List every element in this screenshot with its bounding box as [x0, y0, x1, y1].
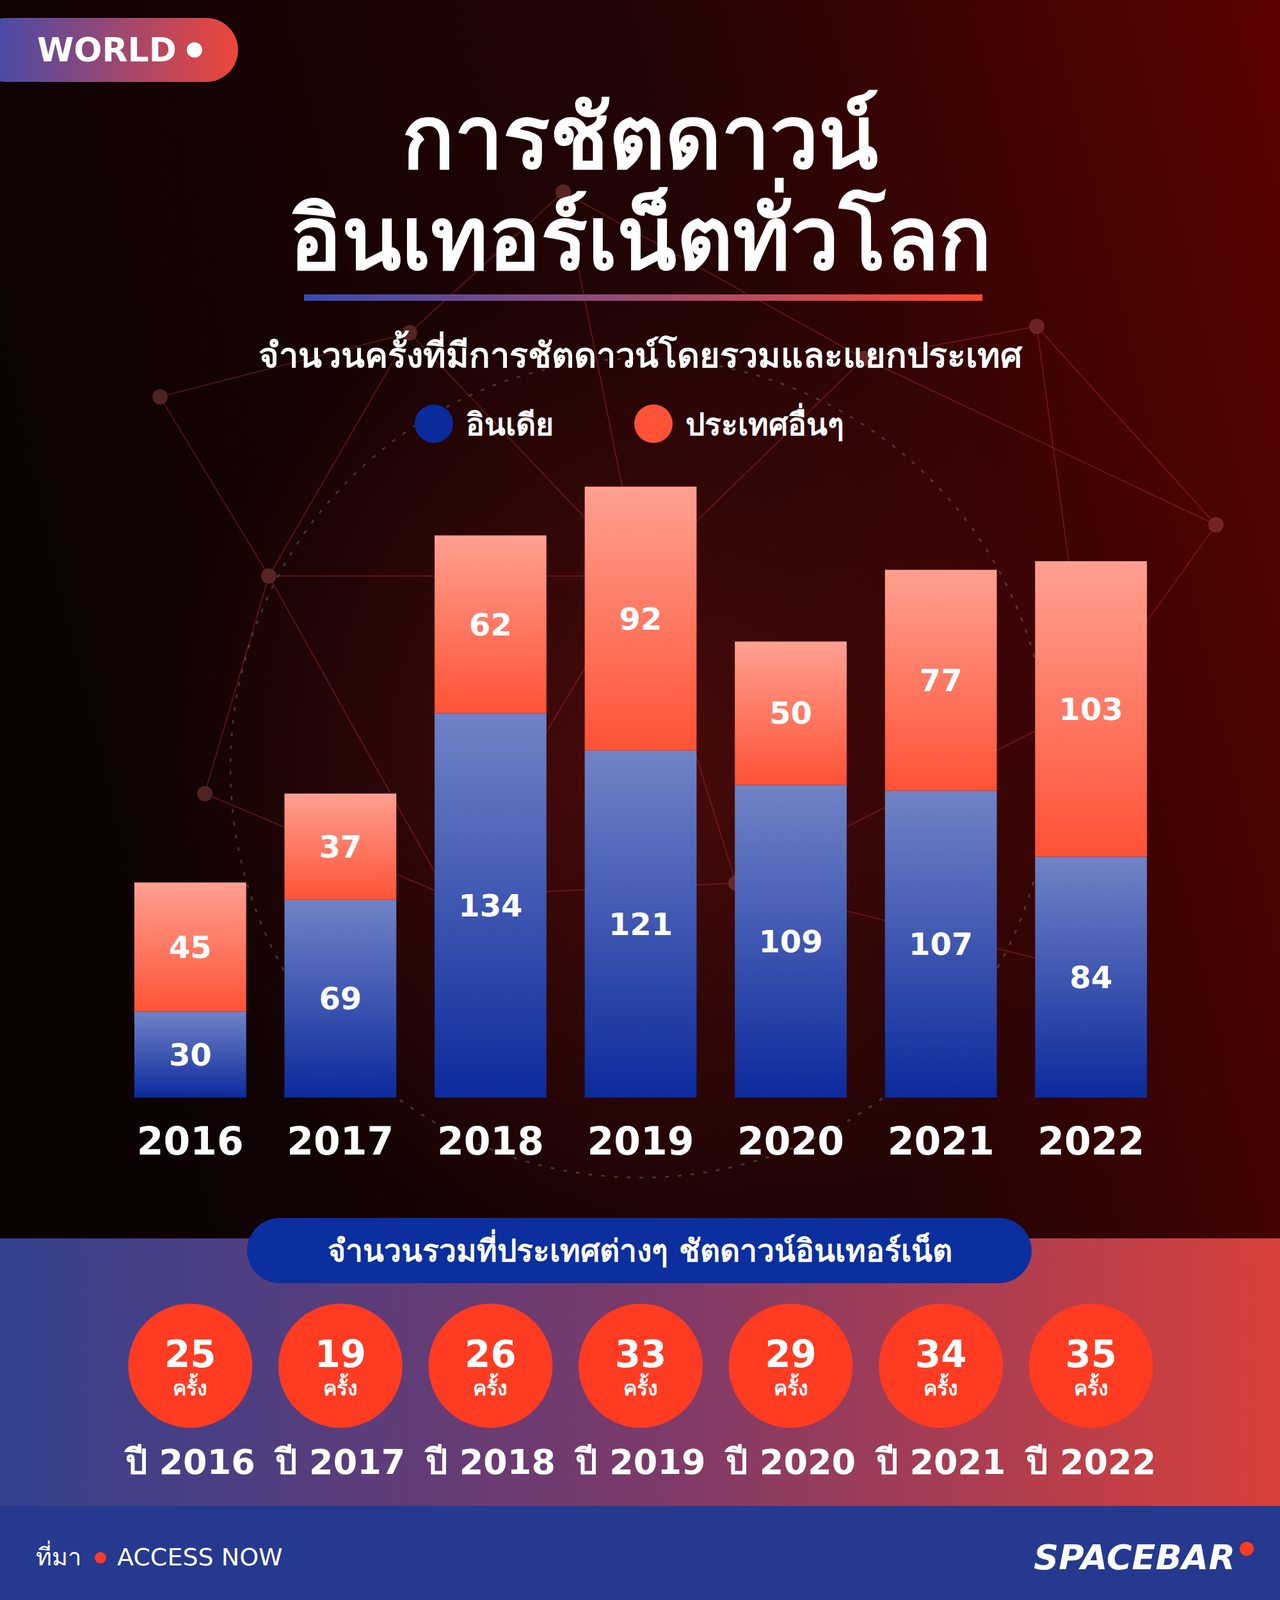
bar-segment [734, 784, 847, 1098]
summary-value: 19 [314, 1332, 367, 1376]
bar-segment [1034, 561, 1147, 857]
summary-label: ปี 2019 [574, 1441, 706, 1483]
data-label: 134 [458, 887, 523, 924]
bar-segment [584, 750, 697, 1098]
summary-unit: ครั้ง [773, 1372, 809, 1401]
bar-segment [434, 535, 547, 714]
x-tick-label: 2016 [136, 1118, 244, 1164]
background [0, 0, 1280, 1600]
data-label: 69 [318, 980, 362, 1017]
infographic: WORLD การชัตดาวน์อินเทอร์เน็ตทั่วโลกจำนวน… [0, 0, 1280, 1600]
summary-value: 26 [464, 1332, 517, 1376]
brand-dot [1239, 1541, 1254, 1556]
summary-unit: ครั้ง [323, 1372, 358, 1401]
bars [134, 486, 1147, 1098]
summary-circle [128, 1303, 253, 1428]
summary-circle [578, 1303, 703, 1428]
bar-segment [885, 790, 998, 1098]
subtitle: จำนวนครั้งที่มีการชัตดาวน์โดยรวมและแยกปร… [258, 330, 1023, 376]
summary-circle [728, 1303, 854, 1428]
summary-unit: ครั้ง [623, 1372, 658, 1401]
data-label: 30 [168, 1036, 212, 1073]
bar-segment [434, 712, 547, 1098]
title-line: อินเทอร์เน็ตทั่วโลก [289, 177, 992, 290]
summary-label: ปี 2022 [1024, 1441, 1156, 1483]
bar-segment [134, 882, 247, 1012]
summary-label: ปี 2018 [424, 1441, 556, 1483]
data-label: 107 [908, 926, 973, 962]
brand: SPACEBAR [1033, 1537, 1236, 1578]
summary-unit: ครั้ง [923, 1372, 959, 1401]
legend-swatch [414, 404, 454, 443]
summary-label: ปี 2020 [724, 1441, 856, 1483]
summary-unit: ครั้ง [1073, 1372, 1109, 1401]
x-tick-label: 2022 [1037, 1118, 1145, 1164]
summary-unit: ครั้ง [172, 1372, 208, 1401]
legend-swatch [634, 404, 673, 443]
network-line [1036, 326, 1216, 525]
summary-value: 29 [764, 1332, 817, 1376]
network-line [204, 576, 269, 794]
bar-segment [584, 486, 697, 751]
x-tick-label: 2018 [437, 1118, 544, 1164]
badge-text: WORLD [37, 30, 177, 70]
data-label: 103 [1059, 691, 1124, 728]
source-dot [94, 1552, 107, 1564]
globe-glow [153, 281, 1127, 1255]
bar-segment [734, 641, 847, 785]
source-label: ที่มา [35, 1540, 82, 1572]
network-node [152, 389, 168, 405]
x-tick-label: 2021 [887, 1118, 995, 1164]
data-label: 50 [769, 695, 813, 731]
network-line [864, 358, 1216, 525]
x-tick-label: 2020 [737, 1118, 845, 1164]
summary-value: 33 [615, 1332, 667, 1376]
data-label: 45 [168, 929, 212, 966]
x-tick-label: 2019 [587, 1118, 695, 1164]
badge [0, 17, 239, 82]
network-node [1208, 517, 1224, 533]
title: การชัตดาวน์อินเทอร์เน็ตทั่วโลก [289, 87, 992, 290]
summary-title: จำนวนรวมที่ประเทศต่างๆ ชัตดาวน์อินเทอร์เ… [327, 1228, 953, 1269]
data-label: 62 [469, 606, 512, 643]
network-line [160, 396, 269, 576]
network-node [197, 785, 213, 802]
legend-label: ประเทศอื่นๆ [685, 402, 845, 443]
summary-circle [428, 1303, 553, 1428]
bar-segment [284, 899, 397, 1098]
summary-circle [278, 1303, 403, 1428]
summary-unit: ครั้ง [472, 1372, 508, 1401]
title-line: การชัตดาวน์ [401, 87, 879, 189]
globe-outline [230, 358, 1050, 1178]
summary-circle [1029, 1303, 1154, 1428]
data-labels: 30 69 134 121 109 107 84 45 37 62 92 50 77 103 [168, 600, 1124, 1073]
data-label: 77 [919, 662, 963, 699]
summary-label: ปี 2017 [273, 1441, 406, 1483]
summary-label: ปี 2021 [874, 1441, 1007, 1483]
network-node [1029, 318, 1045, 335]
network-node [261, 568, 277, 584]
summary-value: 35 [1064, 1332, 1117, 1376]
x-tick-label: 2017 [286, 1118, 394, 1164]
summary-title-pill [247, 1217, 1032, 1284]
data-label: 121 [608, 906, 673, 943]
bar-segment [284, 793, 397, 900]
footer [0, 1505, 1280, 1600]
data-label: 37 [318, 828, 362, 865]
summary-circle [878, 1303, 1003, 1428]
legend-label: อินเดีย [465, 406, 554, 443]
badge-dot [186, 42, 203, 58]
bar-segment [134, 1011, 247, 1098]
data-label: 84 [1069, 959, 1113, 996]
title-underline [304, 294, 983, 301]
data-label: 109 [758, 923, 823, 960]
bar-segment [885, 569, 998, 791]
summary-value: 25 [164, 1332, 217, 1376]
summary-label: ปี 2016 [124, 1441, 256, 1483]
bar-segment [1034, 856, 1147, 1098]
summary-value: 34 [915, 1332, 968, 1376]
source: ACCESS NOW [117, 1543, 283, 1572]
data-label: 92 [619, 600, 663, 637]
